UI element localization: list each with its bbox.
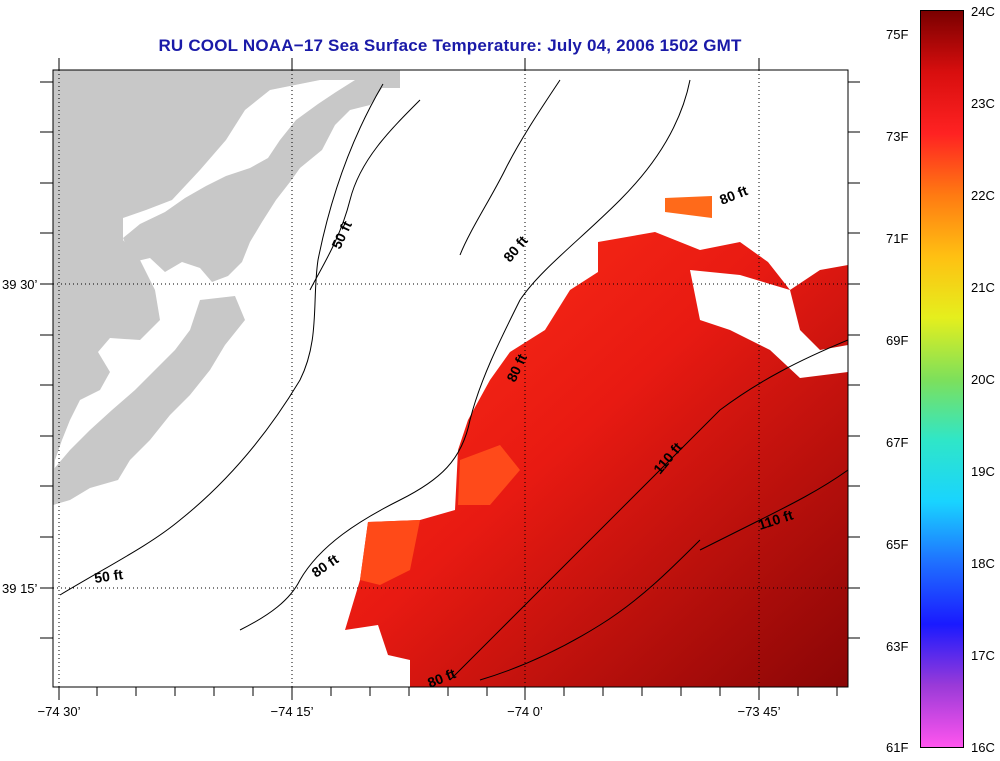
- colorbar-f-73: 73F: [886, 129, 909, 144]
- contour-80ft-inner: [459, 79, 561, 256]
- contour-label-50ft-b: 50 ft: [93, 566, 124, 586]
- sst-patch-west: [360, 520, 420, 585]
- colorbar-f-69: 69F: [886, 333, 909, 348]
- colorbar-f-65: 65F: [886, 537, 909, 552]
- colorbar-c-23: 23C: [971, 96, 995, 111]
- colorbar-f-75: 75F: [886, 27, 909, 42]
- colorbar: [920, 10, 964, 748]
- contour-110ft-east: [699, 469, 848, 551]
- colorbar-c-17: 17C: [971, 648, 995, 663]
- contour-label-80ft-b: 80 ft: [500, 232, 531, 265]
- contour-label-50ft-a: 50 ft: [328, 218, 355, 251]
- sst-patch-warm-inshore: [458, 445, 520, 505]
- colorbar-f-67: 67F: [886, 435, 909, 450]
- contour-label-80ft-d: 80 ft: [309, 551, 342, 581]
- lon-label-7400: −74 0’: [507, 704, 543, 719]
- sst-gap: [690, 270, 848, 378]
- lon-label-7345: −73 45’: [737, 704, 781, 719]
- lat-label-3915: 39 15’: [2, 581, 38, 596]
- contour-label-80ft-a: 80 ft: [717, 182, 750, 208]
- lon-label-7415: −74 15’: [270, 704, 314, 719]
- land-island: [53, 296, 245, 505]
- colorbar-c-18: 18C: [971, 556, 995, 571]
- colorbar-f-71: 71F: [886, 231, 909, 246]
- map-frame: [52, 69, 849, 688]
- sst-field: [345, 232, 848, 687]
- contour-50ft-shelf: [59, 83, 384, 596]
- colorbar-c-16: 16C: [971, 740, 995, 755]
- colorbar-c-21: 21C: [971, 280, 995, 295]
- colorbar-c-19: 19C: [971, 464, 995, 479]
- lon-label-7430: −74 30’: [37, 704, 81, 719]
- contour-110ft: [449, 339, 848, 681]
- lat-label-3930: 39 30’: [2, 277, 38, 292]
- map-title: RU COOL NOAA−17 Sea Surface Temperature:…: [158, 36, 742, 55]
- contour-50ft-shore: [309, 99, 421, 291]
- colorbar-c-20: 20C: [971, 372, 995, 387]
- colorbar-f-63: 63F: [886, 639, 909, 654]
- colorbar-f-61: 61F: [886, 740, 909, 755]
- sst-map: 50 ft 50 ft 80 ft 80 ft 80 ft 80 ft 80 f…: [40, 58, 860, 700]
- sst-patch-north: [665, 196, 712, 218]
- colorbar-c-22: 22C: [971, 188, 995, 203]
- contour-80ft-north: [239, 79, 691, 631]
- contour-80ft-south: [479, 539, 701, 681]
- colorbar-c-24: 24C: [971, 4, 995, 19]
- land-mass: [53, 70, 400, 500]
